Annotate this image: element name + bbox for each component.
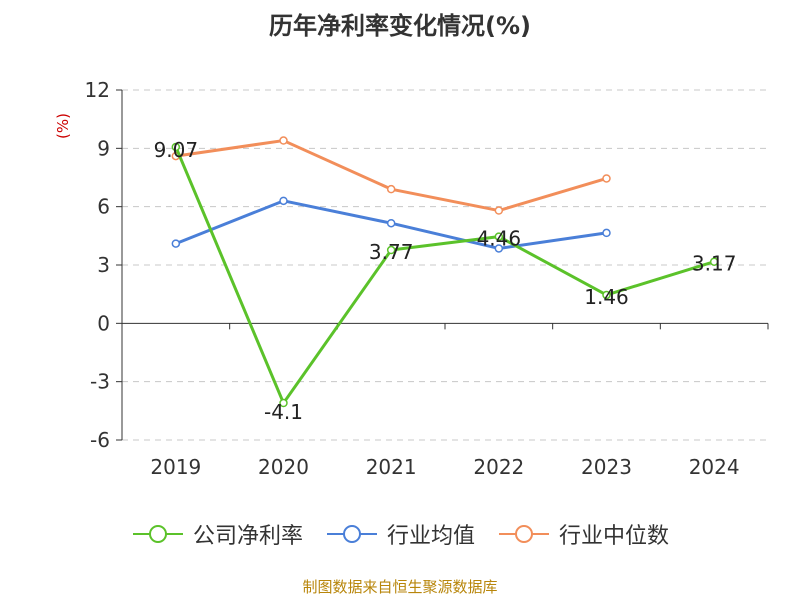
data-point [386,218,396,228]
x-tick-label: 2023 [581,455,632,479]
legend-label: 行业中位数 [559,524,670,549]
x-tick-label: 2022 [473,455,524,479]
y-axis-unit-label: (%) [54,113,72,139]
y-tick-label: 6 [97,195,110,219]
y-tick-label: -3 [90,370,110,394]
y-tick-label: 0 [97,311,110,335]
series-line [175,139,607,213]
x-tick-label: 2020 [258,455,309,479]
data-point [602,228,611,238]
y-tick-label: 9 [97,136,110,160]
legend-label: 行业均值 [386,524,475,549]
data-point [494,206,504,215]
legend-item-industry-mean[interactable]: 行业均值 [325,518,475,550]
legend-marker-icon [326,525,377,543]
x-tick-label: 2024 [689,455,740,479]
legend-marker-icon [132,525,183,543]
x-tick-label: 2021 [366,455,417,479]
data-label: -4.1 [264,400,303,424]
series-line [174,146,715,405]
data-point [602,290,611,300]
data-label: 4.46 [477,227,522,251]
data-point [171,239,181,248]
data-point [279,136,288,145]
x-tick-label: 2019 [150,455,201,479]
data-point [386,245,396,255]
legend-item-industry-median[interactable]: 行业中位数 [497,518,669,550]
data-point [494,232,504,241]
data-point [171,142,181,152]
data-point [602,174,611,183]
data-point [279,398,288,408]
data-source-note: 制图数据来自恒生聚源数据库 [302,578,498,596]
y-tick-label: -6 [90,428,110,452]
data-point [279,196,288,206]
chart-legend: 公司净利率 行业均值 行业中位数 [0,518,800,550]
y-tick-label: 3 [97,253,110,277]
data-point [386,184,396,194]
legend-label: 公司净利率 [192,524,303,549]
y-tick-label: 12 [85,78,110,102]
data-label: 9.07 [154,138,199,162]
data-label: 3.77 [369,240,414,264]
data-point [709,257,719,266]
data-point [494,244,504,253]
chart-title: 历年净利率变化情况(%) [269,12,531,40]
data-label: 3.17 [692,252,737,276]
legend-item-company[interactable]: 公司净利率 [131,518,303,550]
legend-marker-icon [499,525,549,543]
data-label: 1.46 [584,285,629,309]
